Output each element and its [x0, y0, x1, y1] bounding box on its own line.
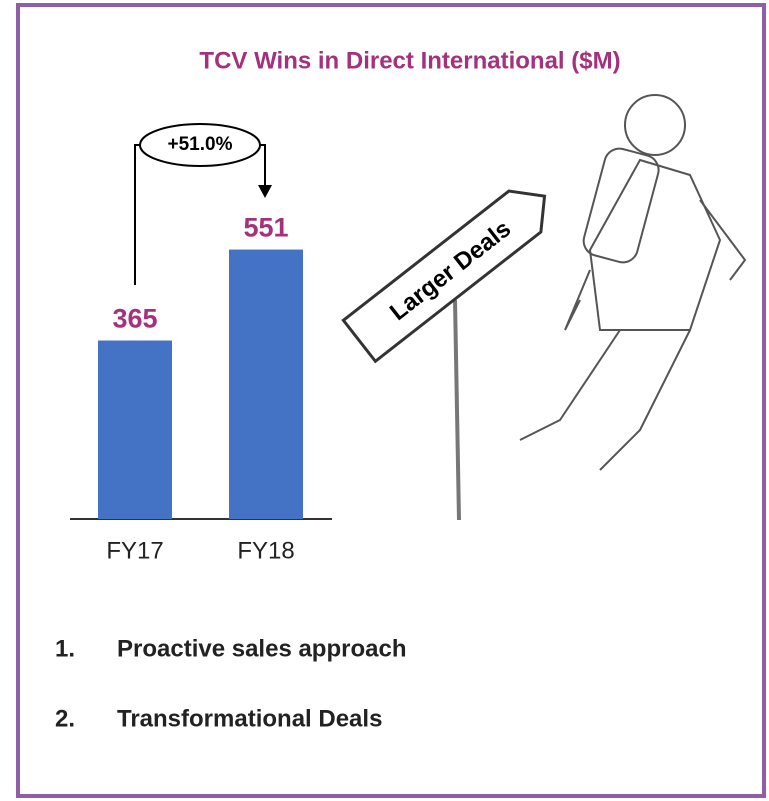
annotation: +51.0% [168, 134, 233, 155]
list-number: 2. [55, 705, 75, 732]
chart-title: TCV Wins in Direct International ($M) [199, 47, 620, 74]
list-text: Proactive sales approach [117, 635, 406, 662]
chart: TCV Wins in Direct International ($M) +5… [0, 0, 769, 801]
value-label: 365 [112, 304, 157, 334]
page: TCV Wins in Direct International ($M) +5… [0, 0, 769, 801]
x-tick-label: FY17 [106, 537, 163, 564]
list-number: 1. [55, 635, 75, 662]
value-label: 551 [243, 213, 288, 243]
bar [229, 250, 303, 519]
bar [98, 341, 172, 519]
x-tick-label: FY18 [237, 537, 294, 564]
list-text: Transformational Deals [117, 705, 382, 732]
